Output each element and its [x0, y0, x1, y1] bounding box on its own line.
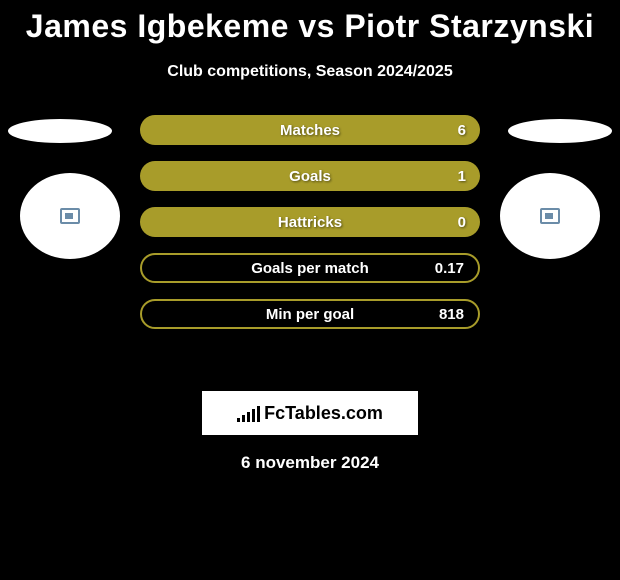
avatar-placeholder-icon: [540, 208, 560, 224]
avatar-placeholder-icon: [60, 208, 80, 224]
player-left-ellipse: [8, 119, 112, 143]
stat-label: Goals: [140, 168, 480, 185]
stat-row: Min per goal 818: [140, 299, 480, 329]
stat-value: 818: [439, 306, 464, 323]
page-title: James Igbekeme vs Piotr Starzynski: [0, 0, 620, 45]
logo-bars-icon: [237, 404, 260, 422]
stat-row: Hattricks 0: [140, 207, 480, 237]
stat-label: Matches: [140, 122, 480, 139]
stat-label: Goals per match: [142, 260, 478, 277]
stat-value: 1: [458, 168, 466, 185]
player-left-avatar: [20, 173, 120, 259]
stats-list: Matches 6 Goals 1 Hattricks 0 Goals per …: [140, 115, 480, 345]
player-right-avatar: [500, 173, 600, 259]
stat-label: Hattricks: [140, 214, 480, 231]
fctables-logo: FcTables.com: [202, 391, 418, 435]
logo-text: FcTables.com: [264, 403, 383, 424]
stat-label: Min per goal: [142, 306, 478, 323]
comparison-area: Matches 6 Goals 1 Hattricks 0 Goals per …: [0, 119, 620, 369]
stat-value: 0: [458, 214, 466, 231]
page-subtitle: Club competitions, Season 2024/2025: [0, 63, 620, 81]
stat-row: Matches 6: [140, 115, 480, 145]
stat-value: 6: [458, 122, 466, 139]
stat-row: Goals 1: [140, 161, 480, 191]
stat-row: Goals per match 0.17: [140, 253, 480, 283]
stat-value: 0.17: [435, 260, 464, 277]
player-right-ellipse: [508, 119, 612, 143]
date-text: 6 november 2024: [0, 453, 620, 473]
